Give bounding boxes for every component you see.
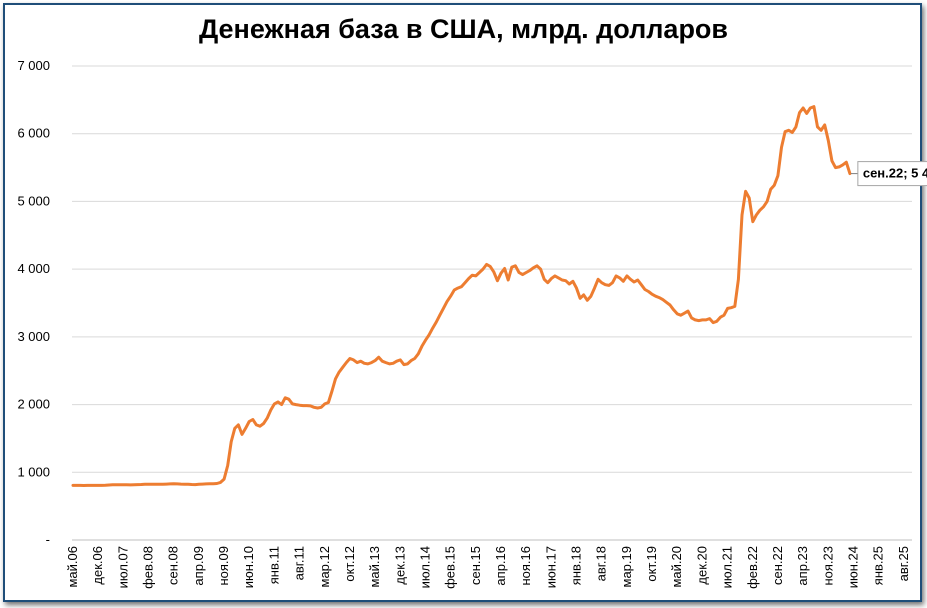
x-tick-label: янв.18 — [569, 546, 584, 585]
x-tick-label: июн.10 — [241, 546, 256, 588]
x-tick-label: авг.25 — [896, 546, 911, 581]
x-tick-label: дек.06 — [90, 546, 105, 585]
data-callout: сен.22; 5 411 — [850, 161, 927, 187]
x-tick-label: май.13 — [367, 546, 382, 588]
x-tick-label: ноя.09 — [216, 546, 231, 586]
y-axis-ticks: - 1 000 2 000 3 000 4 000 5 000 6 000 7 000 — [17, 58, 50, 547]
x-tick-label: май.06 — [65, 546, 80, 588]
x-tick-label: апр.09 — [191, 546, 206, 586]
x-tick-label: фев.08 — [141, 546, 156, 589]
y-tick-label: 7 000 — [17, 58, 50, 73]
x-tick-label: окт.19 — [644, 546, 659, 582]
callout-label: сен.22; 5 411 — [863, 166, 927, 181]
x-tick-label: июл.14 — [417, 546, 432, 588]
chart-frame — [3, 3, 922, 602]
y-tick-label: 2 000 — [17, 397, 50, 412]
x-tick-label: сен.22 — [770, 546, 785, 585]
y-tick-label: 5 000 — [17, 193, 50, 208]
x-tick-label: янв.25 — [871, 546, 886, 585]
y-tick-label: 1 000 — [17, 464, 50, 479]
x-tick-label: сен.15 — [468, 546, 483, 585]
x-tick-label: мар.19 — [619, 546, 634, 587]
callout-box — [857, 161, 927, 187]
chart-title: Денежная база в США, млрд. долларов — [198, 14, 729, 44]
x-tick-label: ноя.23 — [820, 546, 835, 586]
x-tick-label: июн.17 — [543, 546, 558, 588]
x-tick-label: май.20 — [669, 546, 684, 588]
x-tick-label: мар.12 — [317, 546, 332, 587]
x-tick-label: сен.08 — [166, 546, 181, 585]
x-tick-label: фев.22 — [745, 546, 760, 589]
x-tick-label: дек.20 — [694, 546, 709, 585]
x-tick-label: июн.24 — [845, 546, 860, 588]
gridlines — [72, 65, 912, 541]
y-tick-label: 6 000 — [17, 126, 50, 141]
x-tick-label: июл.21 — [720, 546, 735, 588]
x-tick-label: авг.18 — [594, 546, 609, 581]
x-tick-label: дек.13 — [392, 546, 407, 585]
y-tick-label: - — [46, 532, 50, 547]
x-tick-label: июл.07 — [115, 546, 130, 588]
x-axis-ticks: май.06 дек.06 июл.07 фев.08 сен.08 апр.09 ноя.… — [65, 546, 911, 589]
x-tick-label: фев.15 — [443, 546, 458, 589]
x-tick-label: апр.16 — [493, 546, 508, 586]
x-tick-label: апр.23 — [795, 546, 810, 586]
y-tick-label: 4 000 — [17, 261, 50, 276]
x-tick-label: янв.11 — [266, 546, 281, 584]
x-tick-label: ноя.16 — [518, 546, 533, 586]
x-tick-label: авг.11 — [292, 546, 307, 580]
y-tick-label: 3 000 — [17, 329, 50, 344]
series-line-money-base — [71, 105, 852, 487]
x-tick-label: окт.12 — [342, 546, 357, 582]
